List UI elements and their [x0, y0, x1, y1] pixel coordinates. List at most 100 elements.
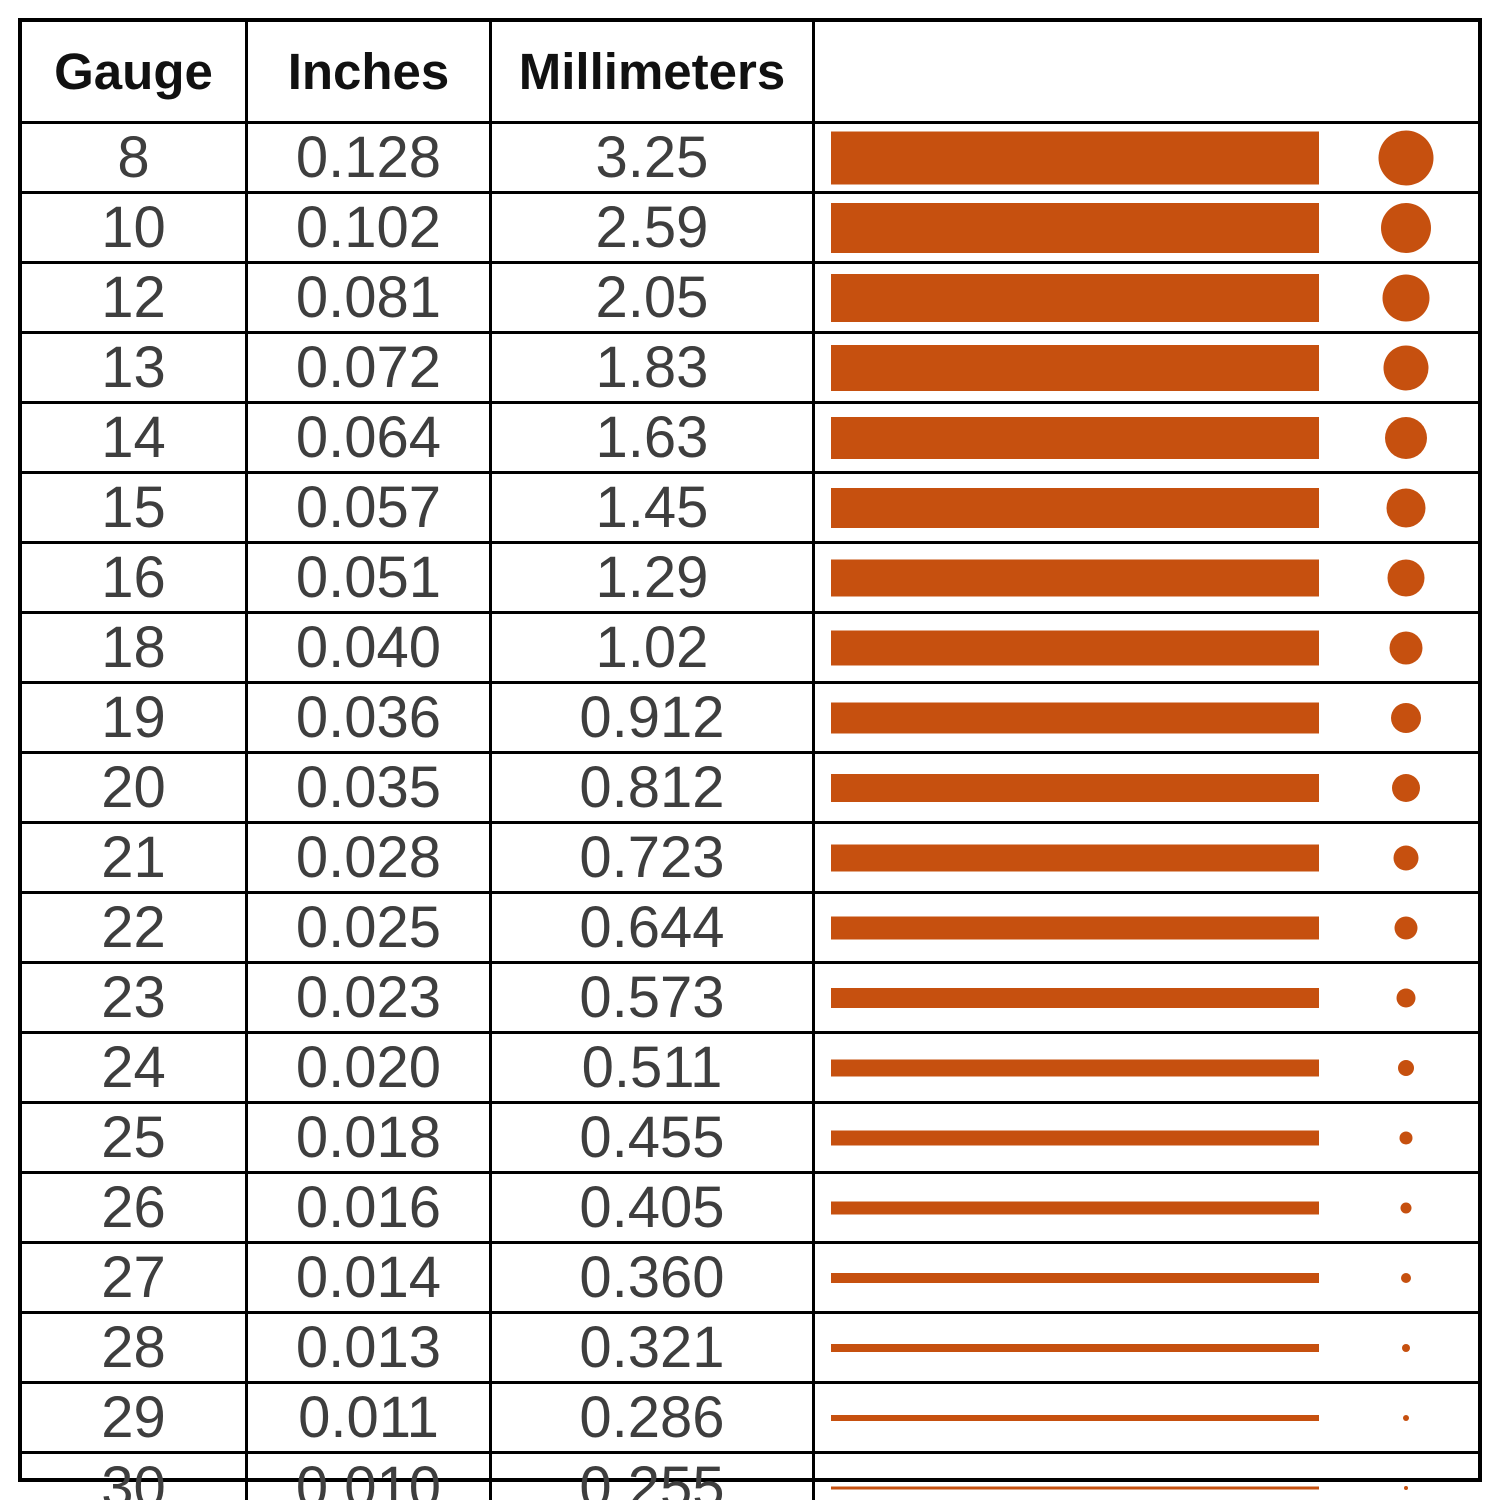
inches-value: 0.020 [248, 1034, 492, 1101]
thickness-bar [831, 487, 1319, 528]
size-visual-cell [815, 1244, 1478, 1311]
thickness-bar [831, 1486, 1319, 1489]
thickness-bar [831, 131, 1319, 184]
inches-value: 0.064 [248, 404, 492, 471]
table-row: 8 0.128 3.25 [22, 124, 1478, 194]
table-row: 10 0.102 2.59 [22, 194, 1478, 264]
gauge-value: 19 [22, 684, 248, 751]
size-visual-cell [815, 1174, 1478, 1241]
gauge-value: 20 [22, 754, 248, 821]
table-row: 29 0.011 0.286 [22, 1384, 1478, 1454]
millimeters-value: 2.05 [492, 264, 815, 331]
header-gauge: Gauge [22, 22, 248, 121]
table-row: 12 0.081 2.05 [22, 264, 1478, 334]
diameter-dot [1389, 631, 1423, 664]
diameter-dot [1381, 202, 1431, 253]
gauge-value: 8 [22, 124, 248, 191]
thickness-bar [831, 987, 1319, 1008]
millimeters-value: 2.59 [492, 194, 815, 261]
table-row: 23 0.023 0.573 [22, 964, 1478, 1034]
header-visual [815, 22, 1478, 121]
size-visual-cell [815, 754, 1478, 821]
inches-value: 0.128 [248, 124, 492, 191]
gauge-value: 16 [22, 544, 248, 611]
inches-value: 0.014 [248, 1244, 492, 1311]
millimeters-value: 1.02 [492, 614, 815, 681]
thickness-bar [831, 630, 1319, 665]
diameter-dot [1382, 274, 1430, 321]
diameter-dot [1400, 1202, 1412, 1213]
thickness-bar [831, 702, 1319, 733]
table-header-row: Gauge Inches Millimeters [22, 22, 1478, 124]
gauge-value: 10 [22, 194, 248, 261]
size-visual-cell [815, 1034, 1478, 1101]
thickness-bar [831, 1272, 1319, 1283]
gauge-value: 14 [22, 404, 248, 471]
diameter-dot [1401, 1272, 1411, 1283]
thickness-bar [831, 416, 1319, 459]
millimeters-value: 0.723 [492, 824, 815, 891]
diameter-dot [1378, 130, 1434, 185]
diameter-dot [1399, 1131, 1413, 1144]
inches-value: 0.081 [248, 264, 492, 331]
table-row: 14 0.064 1.63 [22, 404, 1478, 474]
millimeters-value: 0.360 [492, 1244, 815, 1311]
table-row: 28 0.013 0.321 [22, 1314, 1478, 1384]
diameter-dot [1383, 345, 1429, 390]
header-inches: Inches [248, 22, 492, 121]
millimeters-value: 0.405 [492, 1174, 815, 1241]
gauge-value: 23 [22, 964, 248, 1031]
millimeters-value: 0.511 [492, 1034, 815, 1101]
table-row: 30 0.010 0.255 [22, 1454, 1478, 1500]
table-body: 8 0.128 3.25 10 0.102 2.59 12 0.081 2.05… [22, 124, 1478, 1500]
diameter-dot [1398, 1059, 1414, 1076]
millimeters-value: 0.812 [492, 754, 815, 821]
size-visual-cell [815, 964, 1478, 1031]
size-visual-cell [815, 1454, 1478, 1500]
table-row: 21 0.028 0.723 [22, 824, 1478, 894]
gauge-value: 29 [22, 1384, 248, 1451]
table-row: 25 0.018 0.455 [22, 1104, 1478, 1174]
inches-value: 0.035 [248, 754, 492, 821]
table-row: 18 0.040 1.02 [22, 614, 1478, 684]
size-visual-cell [815, 544, 1478, 611]
size-visual-cell [815, 1384, 1478, 1451]
thickness-bar [831, 1343, 1319, 1352]
thickness-bar [831, 1201, 1319, 1214]
size-visual-cell [815, 404, 1478, 471]
diameter-dot [1393, 845, 1419, 870]
table-row: 24 0.020 0.511 [22, 1034, 1478, 1104]
thickness-bar [831, 844, 1319, 871]
millimeters-value: 1.29 [492, 544, 815, 611]
inches-value: 0.011 [248, 1384, 492, 1451]
wire-gauge-size-chart: Gauge Inches Millimeters 8 0.128 3.25 10… [18, 18, 1482, 1500]
inches-value: 0.013 [248, 1314, 492, 1381]
gauge-value: 18 [22, 614, 248, 681]
inches-value: 0.016 [248, 1174, 492, 1241]
millimeters-value: 1.83 [492, 334, 815, 401]
thickness-bar [831, 773, 1319, 802]
size-visual-cell [815, 684, 1478, 751]
header-millimeters: Millimeters [492, 22, 815, 121]
inches-value: 0.018 [248, 1104, 492, 1171]
gauge-value: 15 [22, 474, 248, 541]
table-row: 22 0.025 0.644 [22, 894, 1478, 964]
diameter-dot [1387, 559, 1425, 596]
gauge-value: 21 [22, 824, 248, 891]
millimeters-value: 0.255 [492, 1454, 815, 1500]
size-visual-cell [815, 824, 1478, 891]
inches-value: 0.023 [248, 964, 492, 1031]
inches-value: 0.057 [248, 474, 492, 541]
diameter-dot [1404, 1485, 1408, 1490]
inches-value: 0.025 [248, 894, 492, 961]
millimeters-value: 0.573 [492, 964, 815, 1031]
size-visual-cell [815, 1314, 1478, 1381]
inches-value: 0.072 [248, 334, 492, 401]
millimeters-value: 0.644 [492, 894, 815, 961]
diameter-dot [1402, 1343, 1410, 1352]
gauge-value: 26 [22, 1174, 248, 1241]
table-row: 16 0.051 1.29 [22, 544, 1478, 614]
inches-value: 0.102 [248, 194, 492, 261]
diameter-dot [1394, 916, 1418, 939]
millimeters-value: 3.25 [492, 124, 815, 191]
